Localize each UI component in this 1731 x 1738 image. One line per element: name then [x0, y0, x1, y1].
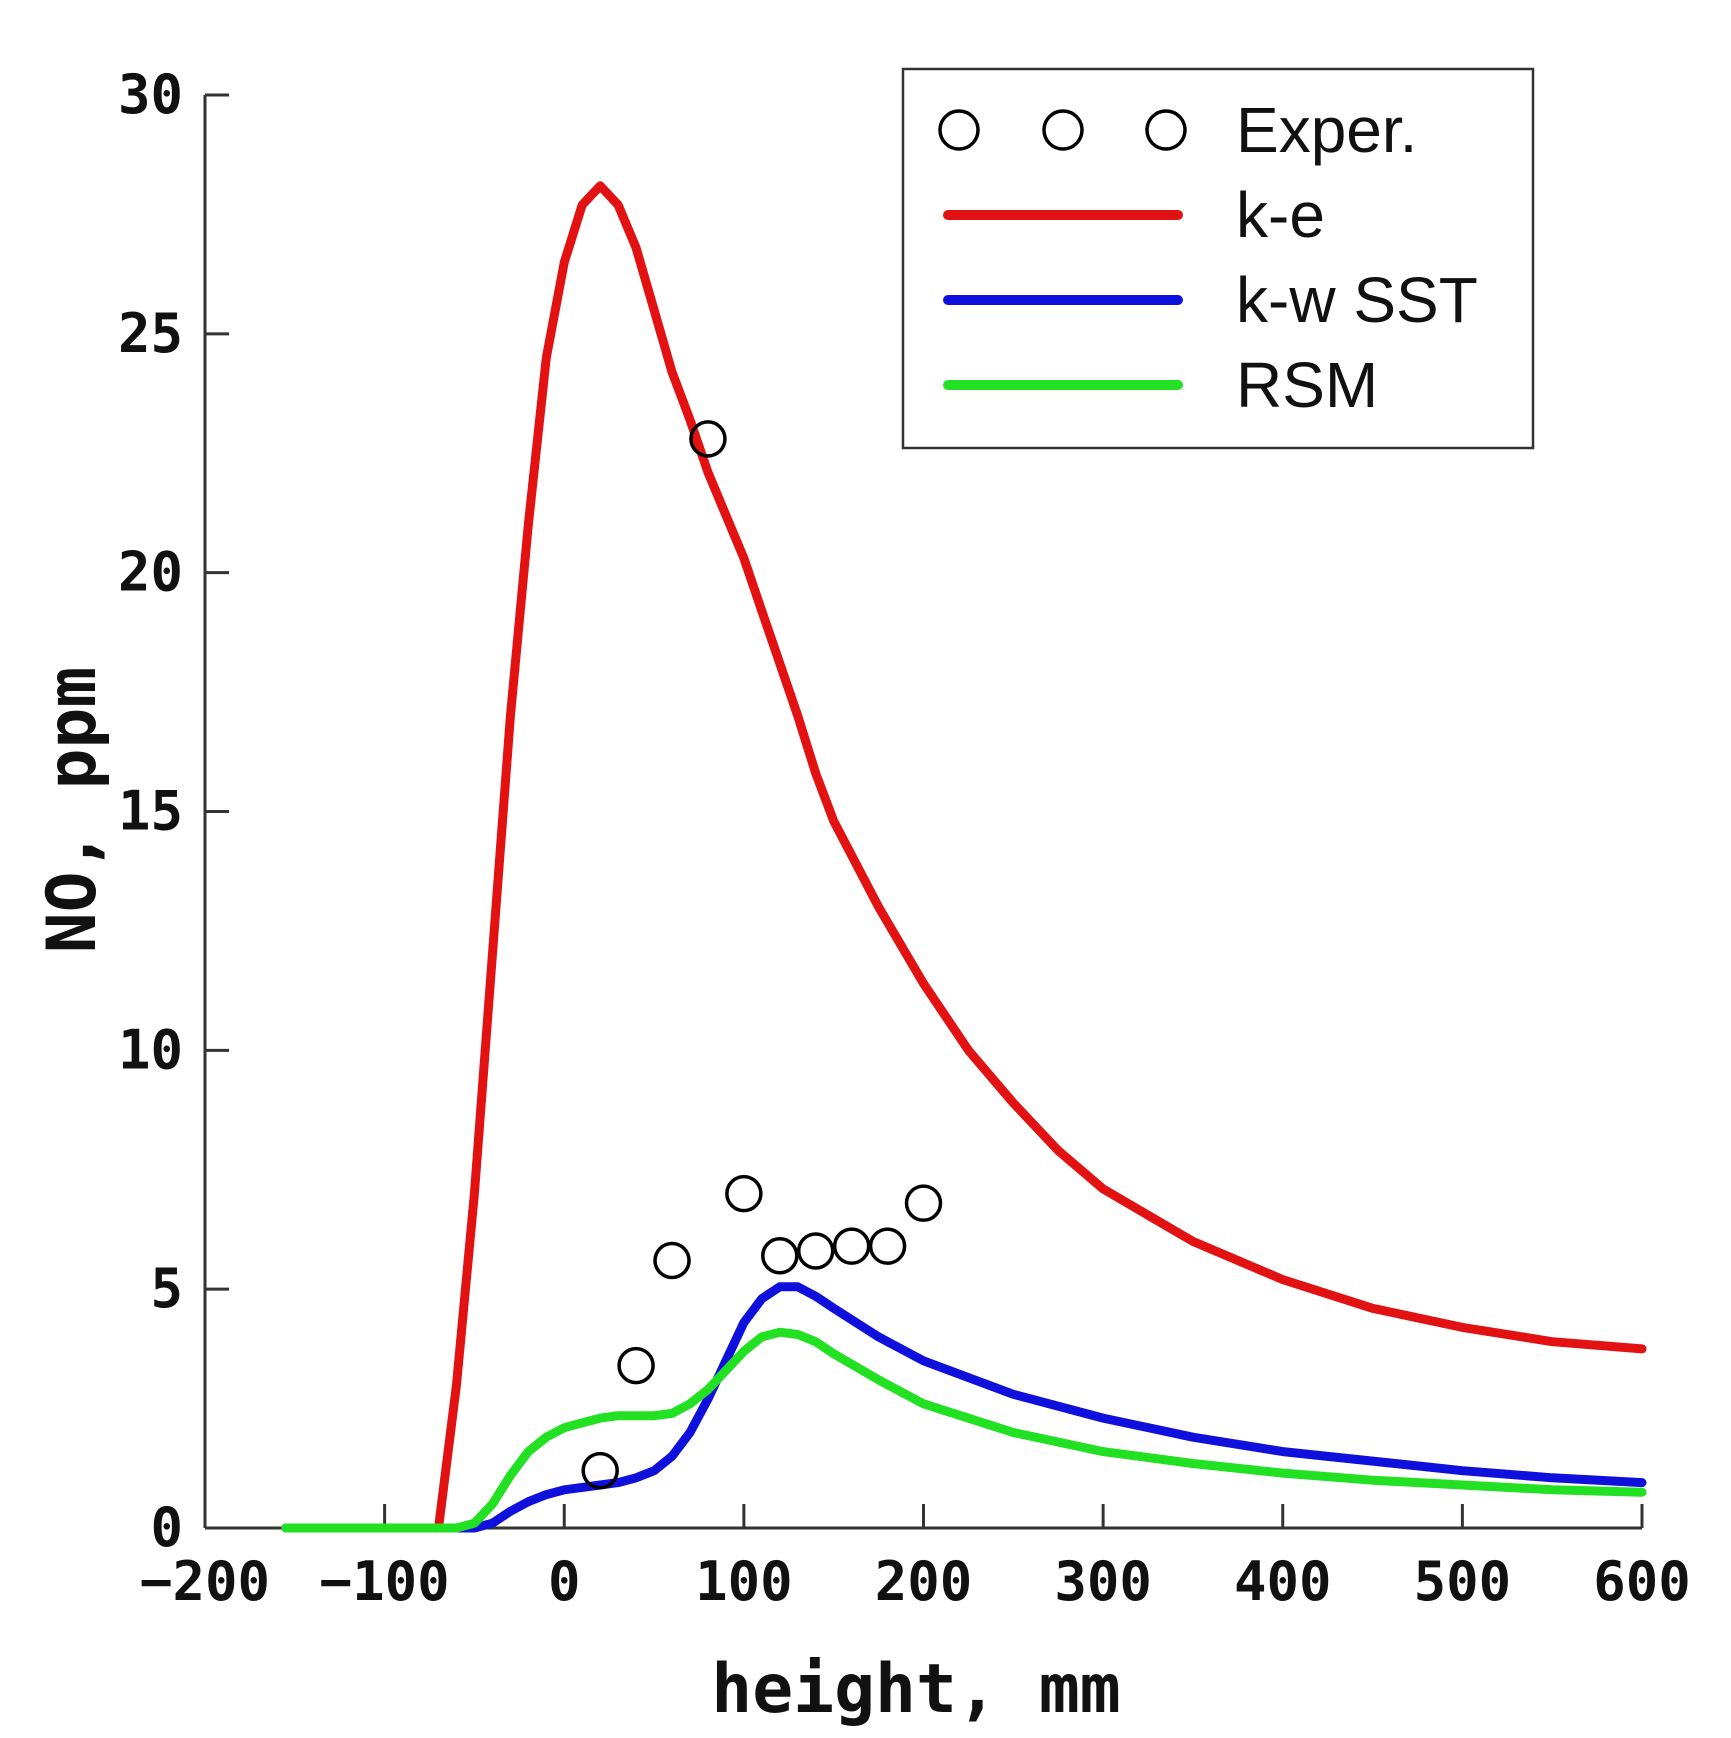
legend-label-k-w-sst: k-w SST [1236, 264, 1478, 336]
data-point-exper [868, 1227, 907, 1265]
x-tick-label: 400 [1234, 1550, 1332, 1613]
data-point-exper [689, 420, 727, 458]
axes: 0 5 10 15 20 25 30 −200 −100 0 100 200 300 400 500 600 [118, 63, 1691, 1613]
series-line-k-e [281, 181, 1647, 1533]
legend-label-k-e: k-e [1236, 179, 1325, 251]
legend-marker-exper- [938, 109, 980, 151]
data-point-exper [796, 1232, 835, 1270]
x-tick-label: 600 [1593, 1550, 1691, 1613]
data-point-exper [904, 1184, 943, 1222]
legend-marker-exper- [1042, 109, 1084, 151]
x-tick-label: 300 [1054, 1550, 1152, 1613]
series-line-rsm [281, 1327, 1647, 1533]
series-line-k-w-sst [281, 1282, 1647, 1533]
y-tick-label: 20 [118, 541, 183, 604]
plot-area [281, 181, 1647, 1533]
x-tick-label: 200 [875, 1550, 973, 1613]
x-tick-label: 500 [1414, 1550, 1512, 1613]
y-tick-label: 30 [118, 63, 183, 126]
data-point-exper [761, 1236, 799, 1275]
data-point-exper [725, 1174, 763, 1213]
y-tick-label: 5 [150, 1257, 183, 1320]
legend-label-exper-: Exper. [1236, 94, 1417, 166]
y-axis-title: NO, ppm [33, 667, 112, 954]
x-tick-label: 0 [548, 1550, 581, 1613]
x-tick-label: −200 [140, 1550, 270, 1613]
y-tick-label: 25 [118, 302, 183, 365]
legend-marker-exper- [1145, 109, 1187, 151]
y-tick-label: 15 [118, 780, 183, 843]
legend-label-rsm: RSM [1236, 349, 1378, 421]
y-tick-label: 10 [118, 1018, 183, 1081]
data-point-exper [653, 1241, 691, 1280]
data-point-exper [617, 1346, 655, 1385]
data-point-exper [832, 1227, 871, 1265]
data-point-exper [581, 1451, 619, 1490]
x-tick-label: 100 [695, 1550, 793, 1613]
y-tick-label: 0 [150, 1496, 183, 1559]
x-axis-title: height, mm [711, 1650, 1120, 1729]
x-tick-label: −100 [320, 1550, 450, 1613]
legend: Exper. k-e k-w SST RSM [901, 67, 1535, 450]
legend-box [901, 67, 1535, 450]
